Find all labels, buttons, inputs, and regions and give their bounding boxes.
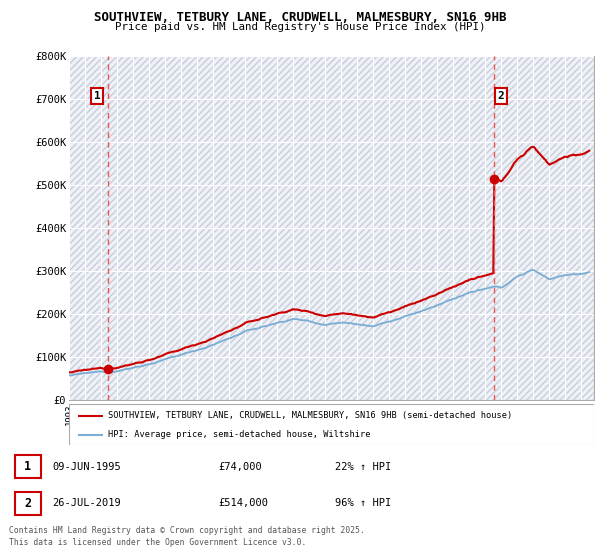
Text: 1: 1: [94, 91, 100, 101]
Text: Contains HM Land Registry data © Crown copyright and database right 2025.: Contains HM Land Registry data © Crown c…: [9, 526, 365, 535]
FancyBboxPatch shape: [15, 455, 41, 478]
FancyBboxPatch shape: [15, 492, 41, 515]
Text: 22% ↑ HPI: 22% ↑ HPI: [335, 462, 391, 472]
Text: HPI: Average price, semi-detached house, Wiltshire: HPI: Average price, semi-detached house,…: [109, 431, 371, 440]
Text: £74,000: £74,000: [218, 462, 262, 472]
Text: 2: 2: [497, 91, 504, 101]
FancyBboxPatch shape: [69, 404, 594, 445]
Text: SOUTHVIEW, TETBURY LANE, CRUDWELL, MALMESBURY, SN16 9HB (semi-detached house): SOUTHVIEW, TETBURY LANE, CRUDWELL, MALME…: [109, 411, 512, 420]
Text: £514,000: £514,000: [218, 498, 269, 508]
Text: 96% ↑ HPI: 96% ↑ HPI: [335, 498, 391, 508]
Text: 1: 1: [25, 460, 31, 473]
Text: SOUTHVIEW, TETBURY LANE, CRUDWELL, MALMESBURY, SN16 9HB: SOUTHVIEW, TETBURY LANE, CRUDWELL, MALME…: [94, 11, 506, 24]
Text: 09-JUN-1995: 09-JUN-1995: [53, 462, 121, 472]
Text: This data is licensed under the Open Government Licence v3.0.: This data is licensed under the Open Gov…: [9, 538, 307, 547]
Text: Price paid vs. HM Land Registry's House Price Index (HPI): Price paid vs. HM Land Registry's House …: [115, 22, 485, 32]
Text: 26-JUL-2019: 26-JUL-2019: [53, 498, 121, 508]
Text: 2: 2: [25, 497, 31, 510]
